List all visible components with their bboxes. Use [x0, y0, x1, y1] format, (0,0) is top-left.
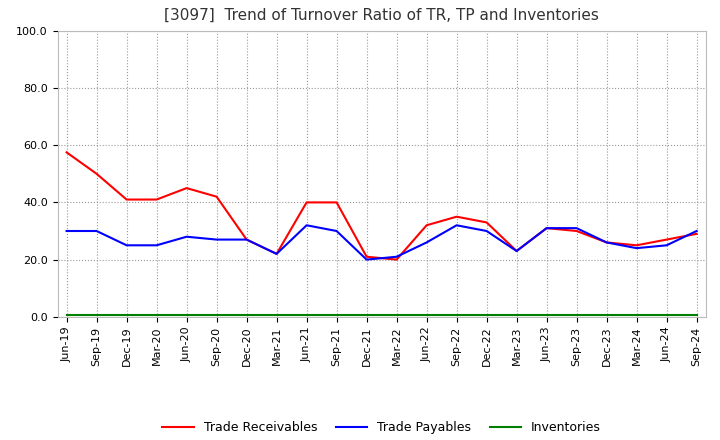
Trade Payables: [602, 240, 611, 245]
Trade Receivables: [422, 223, 431, 228]
Inventories: [122, 313, 131, 318]
Inventories: [153, 313, 161, 318]
Trade Receivables: [513, 248, 521, 253]
Inventories: [662, 313, 671, 318]
Trade Payables: [392, 254, 401, 259]
Line: Trade Payables: Trade Payables: [66, 225, 697, 260]
Trade Receivables: [632, 242, 641, 248]
Trade Receivables: [362, 254, 371, 259]
Title: [3097]  Trend of Turnover Ratio of TR, TP and Inventories: [3097] Trend of Turnover Ratio of TR, TP…: [164, 7, 599, 23]
Trade Payables: [662, 242, 671, 248]
Trade Payables: [242, 237, 251, 242]
Inventories: [513, 313, 521, 318]
Trade Payables: [302, 223, 311, 228]
Trade Payables: [422, 240, 431, 245]
Trade Receivables: [392, 257, 401, 262]
Trade Payables: [452, 223, 461, 228]
Inventories: [452, 313, 461, 318]
Inventories: [242, 313, 251, 318]
Inventories: [333, 313, 341, 318]
Trade Receivables: [182, 185, 191, 191]
Trade Receivables: [693, 231, 701, 236]
Inventories: [632, 313, 641, 318]
Inventories: [542, 313, 551, 318]
Trade Receivables: [333, 200, 341, 205]
Inventories: [422, 313, 431, 318]
Trade Receivables: [572, 228, 581, 234]
Trade Receivables: [212, 194, 221, 199]
Inventories: [92, 313, 101, 318]
Trade Receivables: [62, 150, 71, 155]
Legend: Trade Receivables, Trade Payables, Inventories: Trade Receivables, Trade Payables, Inven…: [157, 416, 606, 439]
Trade Receivables: [153, 197, 161, 202]
Trade Payables: [572, 225, 581, 231]
Trade Receivables: [602, 240, 611, 245]
Trade Payables: [693, 228, 701, 234]
Inventories: [212, 313, 221, 318]
Trade Payables: [62, 228, 71, 234]
Trade Payables: [92, 228, 101, 234]
Trade Receivables: [452, 214, 461, 219]
Trade Payables: [482, 228, 491, 234]
Trade Receivables: [482, 220, 491, 225]
Line: Trade Receivables: Trade Receivables: [66, 152, 697, 260]
Trade Payables: [122, 242, 131, 248]
Trade Receivables: [272, 251, 281, 257]
Inventories: [572, 313, 581, 318]
Trade Receivables: [662, 237, 671, 242]
Trade Payables: [333, 228, 341, 234]
Inventories: [602, 313, 611, 318]
Inventories: [392, 313, 401, 318]
Trade Payables: [153, 242, 161, 248]
Trade Payables: [272, 251, 281, 257]
Trade Receivables: [302, 200, 311, 205]
Trade Receivables: [92, 171, 101, 176]
Trade Payables: [542, 225, 551, 231]
Inventories: [62, 313, 71, 318]
Inventories: [693, 313, 701, 318]
Trade Payables: [182, 234, 191, 239]
Inventories: [482, 313, 491, 318]
Trade Payables: [362, 257, 371, 262]
Trade Receivables: [542, 225, 551, 231]
Trade Payables: [513, 248, 521, 253]
Inventories: [362, 313, 371, 318]
Inventories: [182, 313, 191, 318]
Trade Payables: [212, 237, 221, 242]
Trade Receivables: [122, 197, 131, 202]
Trade Payables: [632, 246, 641, 251]
Trade Receivables: [242, 237, 251, 242]
Inventories: [302, 313, 311, 318]
Inventories: [272, 313, 281, 318]
